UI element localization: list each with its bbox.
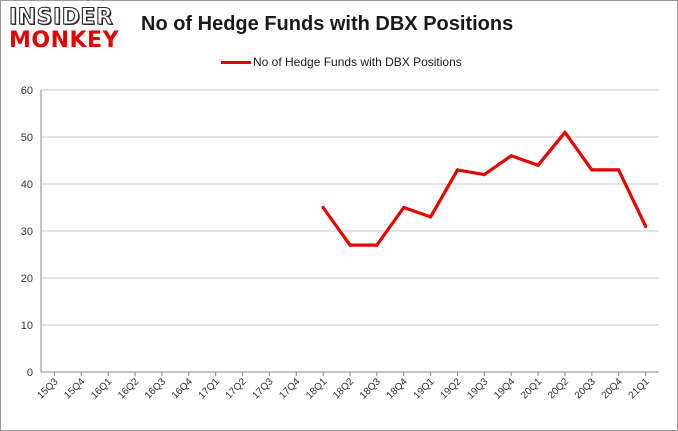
x-tick-label: 20Q3 <box>573 376 598 401</box>
logo-line-2: MONKEY <box>9 28 120 53</box>
y-tick-label: 40 <box>21 179 33 191</box>
data-point <box>375 243 379 247</box>
x-tick-label: 17Q1 <box>197 376 222 401</box>
x-tick-label: 21Q1 <box>627 376 652 401</box>
data-point <box>590 168 594 172</box>
legend-label: No of Hedge Funds with DBX Positions <box>253 55 462 69</box>
y-tick-label: 50 <box>21 132 33 144</box>
x-tick-label: 20Q4 <box>600 376 625 401</box>
x-tick-label: 19Q2 <box>439 376 464 401</box>
x-tick-label: 16Q2 <box>116 376 141 401</box>
data-point <box>617 168 621 172</box>
y-tick-label: 30 <box>21 226 33 238</box>
x-tick-label: 16Q4 <box>170 376 195 401</box>
data-point <box>536 163 540 167</box>
x-tick-label: 15Q4 <box>62 376 87 401</box>
x-tick-label: 18Q4 <box>385 376 410 401</box>
y-tick-label: 20 <box>21 273 33 285</box>
data-point <box>455 168 460 172</box>
x-tick-label: 20Q1 <box>519 376 544 401</box>
chart-title: No of Hedge Funds with DBX Positions <box>141 13 514 35</box>
series-line <box>321 130 648 247</box>
data-point <box>563 130 567 134</box>
x-tick-label: 19Q4 <box>492 376 517 401</box>
x-tick-label: 19Q1 <box>412 376 437 401</box>
data-point <box>321 205 325 210</box>
chart-legend: No of Hedge Funds with DBX Positions <box>221 55 462 69</box>
x-tick-label: 19Q3 <box>465 376 490 401</box>
x-tick-label: 16Q3 <box>143 376 168 401</box>
logo-line-1: INSIDER <box>8 5 114 30</box>
x-tick-label: 20Q2 <box>546 376 571 401</box>
y-tick-label: 0 <box>27 367 33 379</box>
x-tick-label: 17Q4 <box>277 376 302 401</box>
data-point <box>402 205 406 210</box>
data-point <box>643 224 648 228</box>
legend-swatch <box>221 60 251 64</box>
y-tick-label: 60 <box>21 85 33 97</box>
data-point <box>429 215 433 219</box>
x-tick-label: 18Q2 <box>331 376 356 401</box>
x-tick-label: 17Q3 <box>250 376 275 401</box>
x-tick-label: 15Q3 <box>35 376 60 401</box>
y-tick-label: 10 <box>21 320 33 332</box>
data-point <box>348 243 352 247</box>
data-point <box>482 173 486 177</box>
x-tick-label: 18Q3 <box>358 376 383 401</box>
x-tick-label: 18Q1 <box>304 376 329 401</box>
x-tick-label: 17Q2 <box>224 376 249 401</box>
insider-monkey-logo: INSIDER MONKEY <box>8 5 120 53</box>
x-tick-label: 16Q1 <box>89 376 114 401</box>
data-point <box>509 154 513 158</box>
